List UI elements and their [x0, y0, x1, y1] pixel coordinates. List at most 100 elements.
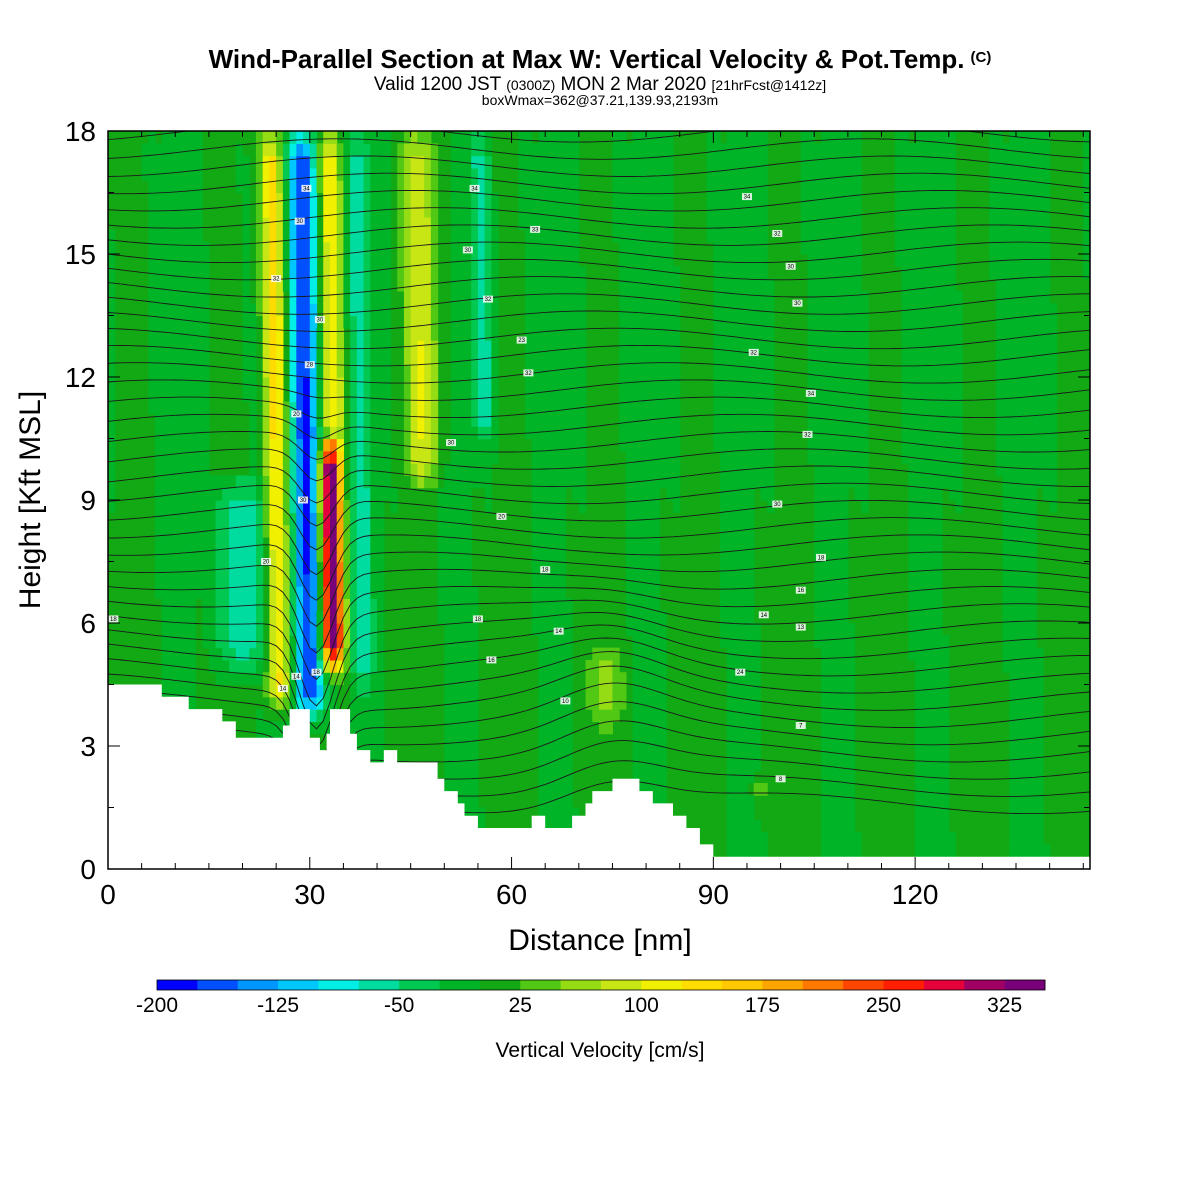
velocity-cell — [276, 204, 284, 218]
velocity-cell — [356, 278, 365, 292]
velocity-cell — [525, 401, 533, 415]
velocity-cell — [276, 672, 284, 686]
velocity-cell — [168, 229, 176, 243]
velocity-cell — [854, 266, 862, 280]
velocity-cell — [303, 610, 311, 624]
velocity-cell — [666, 389, 674, 403]
velocity-cell — [289, 684, 297, 698]
velocity-cell — [720, 500, 728, 513]
velocity-cell — [1022, 758, 1031, 772]
velocity-cell — [726, 598, 735, 612]
velocity-cell — [625, 254, 634, 267]
velocity-cell — [1036, 241, 1044, 255]
velocity-cell — [491, 377, 499, 390]
velocity-cell — [834, 487, 842, 501]
velocity-cell — [834, 426, 842, 440]
velocity-cell — [410, 229, 418, 243]
velocity-cell — [1002, 167, 1010, 181]
velocity-cell — [202, 364, 210, 378]
velocity-cell — [820, 167, 829, 181]
velocity-cell — [558, 143, 566, 157]
velocity-cell — [652, 672, 661, 686]
velocity-cell — [188, 696, 197, 710]
velocity-cell — [168, 524, 176, 538]
velocity-cell — [350, 143, 358, 157]
velocity-cell — [652, 229, 661, 243]
velocity-cell — [955, 377, 963, 390]
velocity-cell — [733, 500, 741, 513]
velocity-cell — [646, 192, 654, 206]
velocity-cell — [168, 438, 176, 452]
velocity-cell — [847, 463, 856, 476]
velocity-cell — [646, 635, 654, 649]
velocity-cell — [309, 524, 318, 538]
velocity-cell — [995, 241, 1004, 255]
velocity-cell — [289, 204, 297, 218]
velocity-cell — [995, 131, 1004, 144]
colorbar-label: 100 — [624, 994, 659, 1017]
velocity-cell — [854, 413, 862, 427]
velocity-cell — [1029, 832, 1037, 845]
velocity-cell — [733, 684, 741, 698]
velocity-cell — [437, 500, 445, 513]
velocity-cell — [827, 733, 836, 747]
velocity-cell — [518, 155, 526, 169]
velocity-cell — [632, 709, 640, 722]
velocity-cell — [242, 241, 250, 255]
velocity-cell — [908, 327, 916, 341]
x-tick-label: 30 — [294, 879, 325, 910]
velocity-cell — [1036, 844, 1044, 858]
velocity-cell — [269, 524, 277, 538]
velocity-cell — [289, 315, 297, 329]
velocity-cell — [915, 746, 923, 759]
velocity-cell — [565, 327, 573, 341]
velocity-cell — [175, 278, 183, 292]
velocity-cell — [377, 327, 385, 341]
velocity-cell — [908, 524, 916, 538]
velocity-cell — [928, 192, 936, 206]
velocity-cell — [746, 290, 755, 304]
velocity-cell — [720, 217, 728, 230]
velocity-cell — [464, 377, 472, 390]
velocity-cell — [915, 659, 923, 673]
velocity-cell — [370, 241, 378, 255]
velocity-cell — [672, 463, 681, 476]
velocity-cell — [276, 561, 284, 575]
velocity-cell — [1009, 278, 1017, 292]
velocity-cell — [188, 475, 197, 489]
velocity-cell — [632, 266, 640, 280]
velocity-cell — [995, 401, 1004, 415]
velocity-cell — [309, 672, 318, 686]
velocity-cell — [827, 598, 836, 612]
colorbar-swatch — [278, 980, 319, 990]
velocity-cell — [383, 241, 392, 255]
velocity-cell — [740, 290, 748, 304]
velocity-cell — [457, 229, 466, 243]
velocity-cell — [639, 254, 647, 267]
velocity-cell — [720, 475, 728, 489]
velocity-cell — [336, 167, 345, 181]
contour-label-bg — [792, 299, 803, 307]
velocity-cell — [161, 598, 170, 612]
velocity-cell — [713, 266, 721, 280]
velocity-cell — [928, 696, 936, 710]
velocity-cell — [1042, 290, 1051, 304]
velocity-cell — [928, 561, 936, 575]
valid-date: MON 2 Mar 2020 — [560, 74, 707, 95]
velocity-cell — [235, 586, 244, 599]
velocity-cell — [417, 389, 425, 403]
velocity-cell — [545, 536, 553, 550]
velocity-cell — [336, 364, 345, 378]
velocity-cell — [814, 266, 822, 280]
velocity-cell — [834, 327, 842, 341]
velocity-cell — [403, 204, 412, 218]
velocity-cell — [424, 229, 432, 243]
velocity-cell — [565, 303, 573, 317]
velocity-cell — [942, 377, 950, 390]
velocity-cell — [316, 389, 324, 403]
velocity-cell — [612, 647, 620, 661]
velocity-cell — [343, 536, 351, 550]
velocity-cell — [262, 278, 271, 292]
velocity-cell — [282, 635, 291, 649]
velocity-cell — [551, 278, 560, 292]
